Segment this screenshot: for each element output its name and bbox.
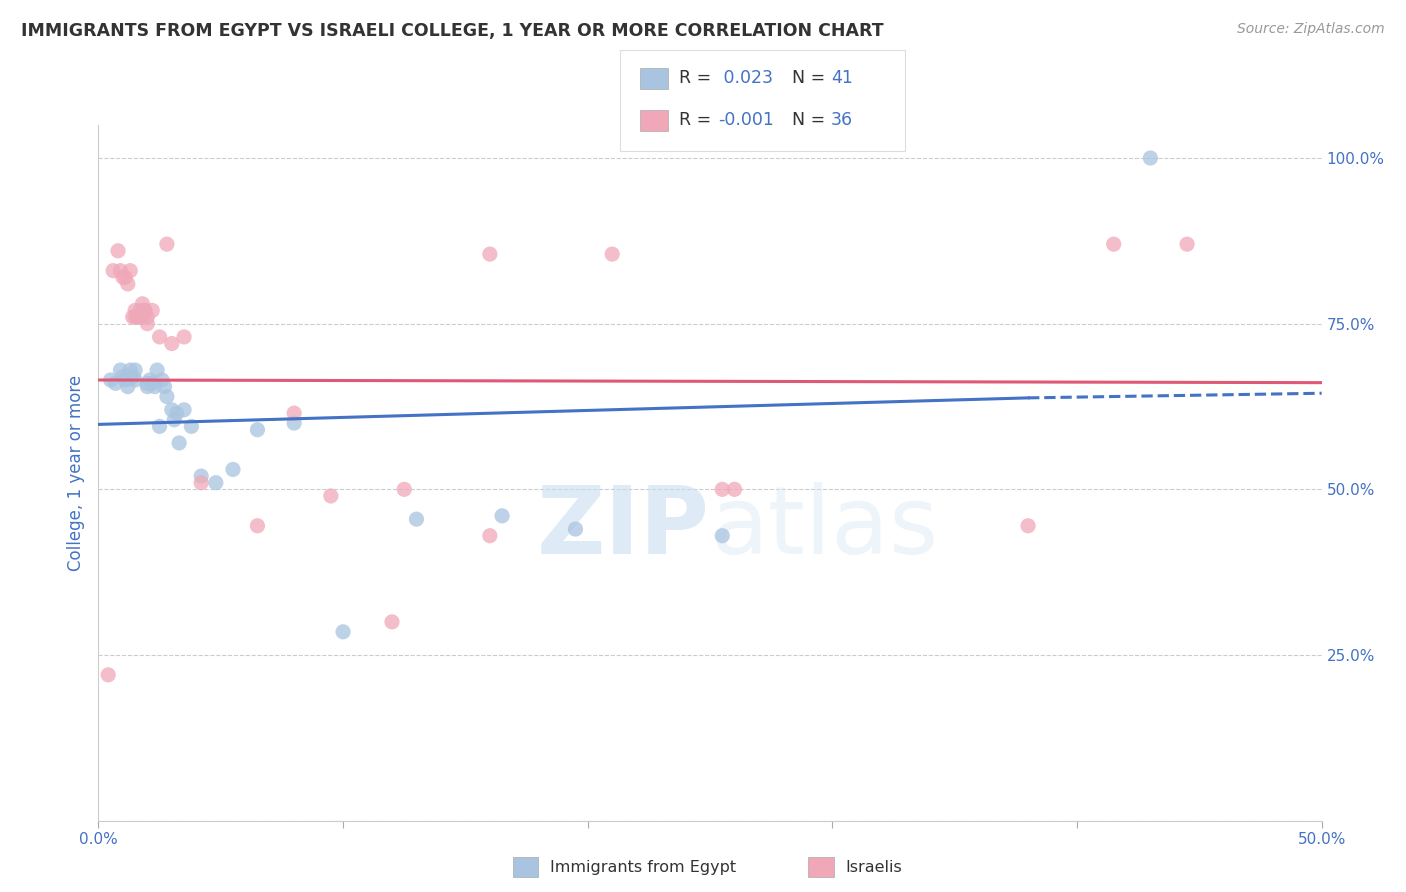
- Point: [129, 310, 152, 324]
- Point: [246, 423, 269, 437]
- Text: ZIP: ZIP: [537, 483, 710, 574]
- Point: [117, 379, 139, 393]
- Point: [139, 373, 162, 387]
- Point: [111, 270, 134, 285]
- Point: [478, 529, 501, 543]
- Point: [711, 483, 734, 497]
- Point: [246, 518, 269, 533]
- Text: N =: N =: [792, 112, 831, 129]
- Point: [332, 624, 354, 639]
- Point: [190, 475, 212, 490]
- Point: [129, 303, 152, 318]
- Point: [156, 237, 179, 252]
- Point: [131, 310, 153, 324]
- Point: [114, 270, 136, 285]
- Text: 36: 36: [831, 112, 853, 129]
- Point: [149, 419, 172, 434]
- Text: 0.023: 0.023: [718, 70, 773, 87]
- Text: Israelis: Israelis: [845, 860, 901, 874]
- Point: [124, 310, 146, 324]
- Point: [392, 483, 416, 497]
- Point: [143, 379, 166, 393]
- Text: R =: R =: [679, 112, 717, 129]
- Point: [478, 247, 501, 261]
- Point: [124, 303, 146, 318]
- Point: [723, 483, 745, 497]
- Point: [222, 462, 245, 476]
- Point: [100, 373, 122, 387]
- Point: [167, 436, 190, 450]
- Point: [124, 363, 146, 377]
- Text: 41: 41: [831, 70, 853, 87]
- Point: [711, 529, 734, 543]
- Point: [149, 330, 172, 344]
- Point: [160, 336, 183, 351]
- Point: [114, 373, 136, 387]
- Point: [190, 469, 212, 483]
- Point: [405, 512, 427, 526]
- Point: [319, 489, 342, 503]
- Point: [101, 263, 124, 277]
- Point: [104, 376, 127, 391]
- Point: [150, 373, 173, 387]
- Point: [491, 508, 513, 523]
- Point: [131, 297, 153, 311]
- Text: Source: ZipAtlas.com: Source: ZipAtlas.com: [1237, 22, 1385, 37]
- Point: [136, 317, 159, 331]
- Point: [120, 363, 142, 377]
- Point: [110, 263, 132, 277]
- Point: [134, 303, 156, 318]
- Text: Immigrants from Egypt: Immigrants from Egypt: [550, 860, 735, 874]
- Text: R =: R =: [679, 70, 717, 87]
- Point: [283, 406, 305, 420]
- Point: [120, 263, 142, 277]
- Text: atlas: atlas: [710, 483, 938, 574]
- Point: [160, 402, 183, 417]
- Point: [117, 277, 139, 291]
- Point: [1017, 518, 1039, 533]
- Point: [136, 376, 159, 391]
- Point: [136, 379, 159, 393]
- Point: [127, 310, 149, 324]
- Point: [283, 416, 305, 430]
- Y-axis label: College, 1 year or more: College, 1 year or more: [67, 375, 86, 571]
- Point: [127, 310, 149, 324]
- Point: [381, 615, 404, 629]
- Point: [97, 668, 120, 682]
- Point: [1175, 237, 1198, 252]
- Point: [136, 310, 159, 324]
- Point: [107, 244, 129, 258]
- Point: [124, 373, 146, 387]
- Point: [110, 363, 132, 377]
- Text: -0.001: -0.001: [718, 112, 775, 129]
- Point: [564, 522, 586, 536]
- Point: [121, 310, 143, 324]
- Point: [205, 475, 228, 490]
- Text: N =: N =: [792, 70, 831, 87]
- Point: [141, 303, 163, 318]
- Point: [141, 376, 163, 391]
- Point: [180, 419, 202, 434]
- Point: [134, 303, 156, 318]
- Point: [146, 363, 169, 377]
- Point: [173, 330, 195, 344]
- Point: [153, 379, 176, 393]
- Point: [163, 413, 186, 427]
- Point: [173, 402, 195, 417]
- Text: IMMIGRANTS FROM EGYPT VS ISRAELI COLLEGE, 1 YEAR OR MORE CORRELATION CHART: IMMIGRANTS FROM EGYPT VS ISRAELI COLLEGE…: [21, 22, 884, 40]
- Point: [111, 369, 134, 384]
- Point: [121, 369, 143, 384]
- Point: [1102, 237, 1125, 252]
- Point: [1139, 151, 1161, 165]
- Point: [156, 390, 179, 404]
- Point: [600, 247, 623, 261]
- Point: [166, 406, 188, 420]
